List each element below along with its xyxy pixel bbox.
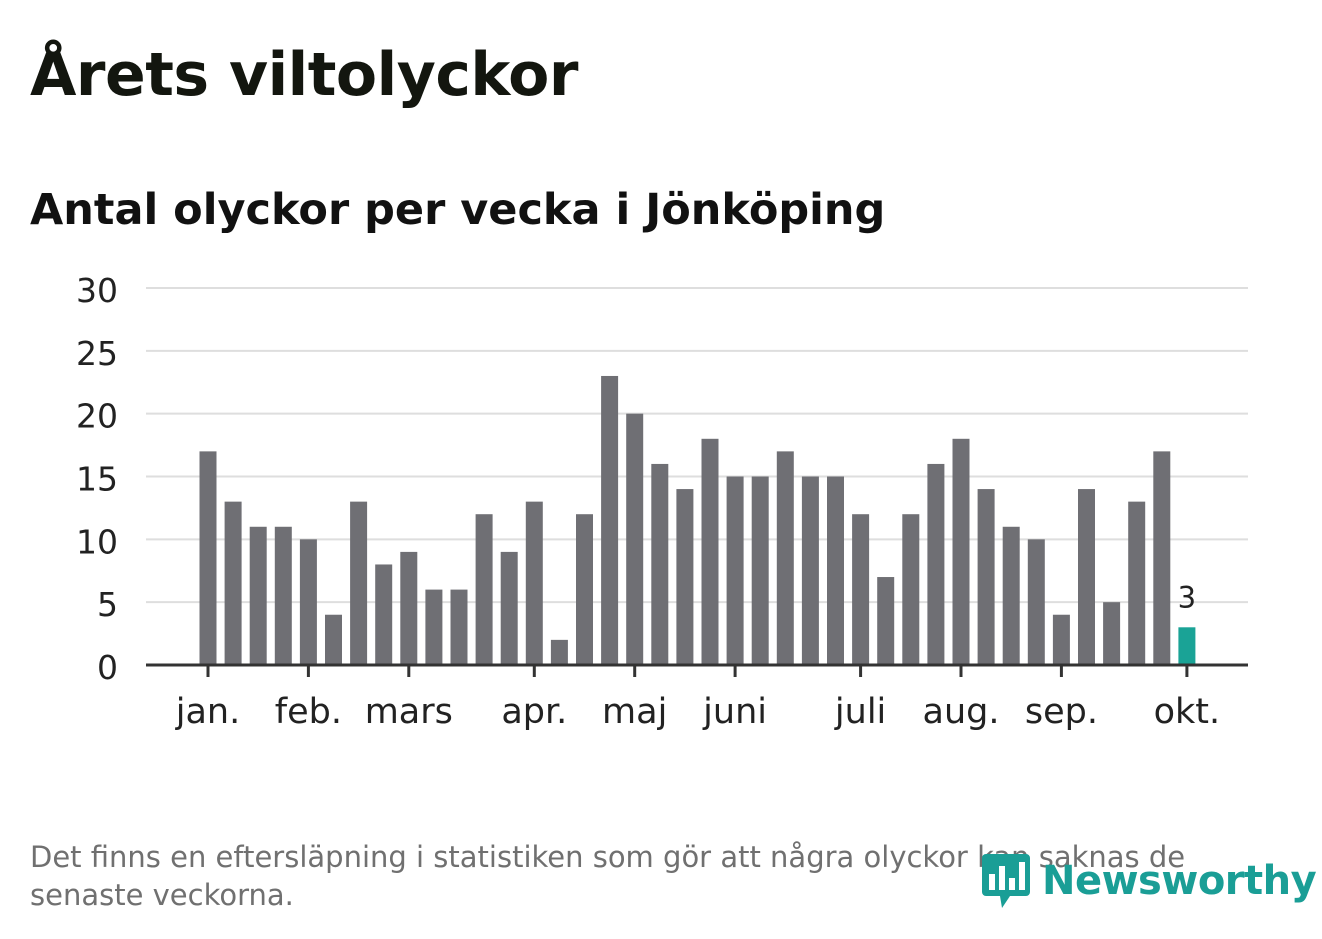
y-tick-label: 5 bbox=[97, 585, 118, 624]
bar bbox=[726, 476, 744, 665]
bar bbox=[852, 514, 870, 665]
bar bbox=[350, 501, 368, 665]
bar bbox=[801, 476, 819, 665]
brand-name: Newsworthy bbox=[1042, 858, 1317, 904]
x-tick-label: okt. bbox=[1154, 692, 1221, 730]
bar bbox=[1027, 539, 1045, 665]
bar bbox=[475, 514, 493, 665]
bar bbox=[425, 589, 443, 665]
x-tick-label: maj bbox=[602, 692, 667, 730]
bar bbox=[827, 476, 844, 665]
x-tick-label: feb. bbox=[275, 692, 342, 730]
bar bbox=[1052, 614, 1070, 665]
x-tick-label: juli bbox=[834, 692, 886, 730]
bar bbox=[776, 451, 794, 665]
bar bbox=[626, 413, 644, 665]
x-tick-label: mars bbox=[365, 692, 453, 730]
bar bbox=[224, 501, 242, 665]
y-tick-label: 10 bbox=[76, 522, 118, 561]
bar bbox=[450, 589, 468, 665]
bar bbox=[1178, 627, 1196, 665]
bar bbox=[927, 463, 945, 665]
bar bbox=[601, 375, 619, 665]
bar bbox=[274, 526, 292, 665]
bar bbox=[902, 514, 920, 665]
bar bbox=[500, 551, 518, 665]
chart-subtitle: Antal olyckor per vecka i Jönköping bbox=[30, 185, 886, 235]
bar bbox=[325, 614, 342, 665]
x-tick-label: aug. bbox=[923, 692, 1000, 730]
bar bbox=[299, 539, 317, 665]
bar bbox=[751, 476, 769, 665]
bar bbox=[550, 639, 568, 665]
y-tick-label: 15 bbox=[76, 460, 118, 499]
bar bbox=[977, 489, 995, 665]
bar bbox=[651, 463, 669, 665]
bar bbox=[525, 501, 543, 665]
newsworthy-logo-icon bbox=[982, 854, 1030, 908]
x-tick-label: sep. bbox=[1025, 692, 1098, 730]
bar bbox=[375, 564, 393, 665]
bar bbox=[1002, 526, 1020, 665]
bar bbox=[400, 551, 418, 665]
bar bbox=[1078, 489, 1095, 665]
y-tick-label: 20 bbox=[76, 397, 118, 436]
bar bbox=[952, 438, 970, 665]
x-tick-label: apr. bbox=[501, 692, 567, 730]
bar bbox=[1128, 501, 1146, 665]
brand-logo: Newsworthy bbox=[980, 850, 1317, 912]
bar bbox=[676, 489, 694, 665]
bar bbox=[1103, 602, 1121, 665]
y-tick-label: 25 bbox=[76, 334, 118, 373]
data-label: 3 bbox=[1178, 580, 1196, 614]
bar bbox=[249, 526, 267, 665]
bar-chart: 0 5 10 15 20 25 30 jan. feb. mars apr. maj juni juli a… bbox=[76, 271, 1248, 730]
bar bbox=[701, 438, 719, 665]
bar bbox=[1153, 451, 1171, 665]
chart-title: Årets viltolyckor bbox=[30, 40, 579, 110]
bar bbox=[199, 451, 217, 665]
bar bbox=[576, 514, 593, 665]
x-tick-label: jan. bbox=[175, 692, 240, 730]
bar bbox=[877, 577, 895, 665]
x-tick-label: juni bbox=[702, 692, 767, 730]
y-tick-label: 0 bbox=[97, 648, 118, 687]
y-tick-label: 30 bbox=[76, 271, 118, 310]
